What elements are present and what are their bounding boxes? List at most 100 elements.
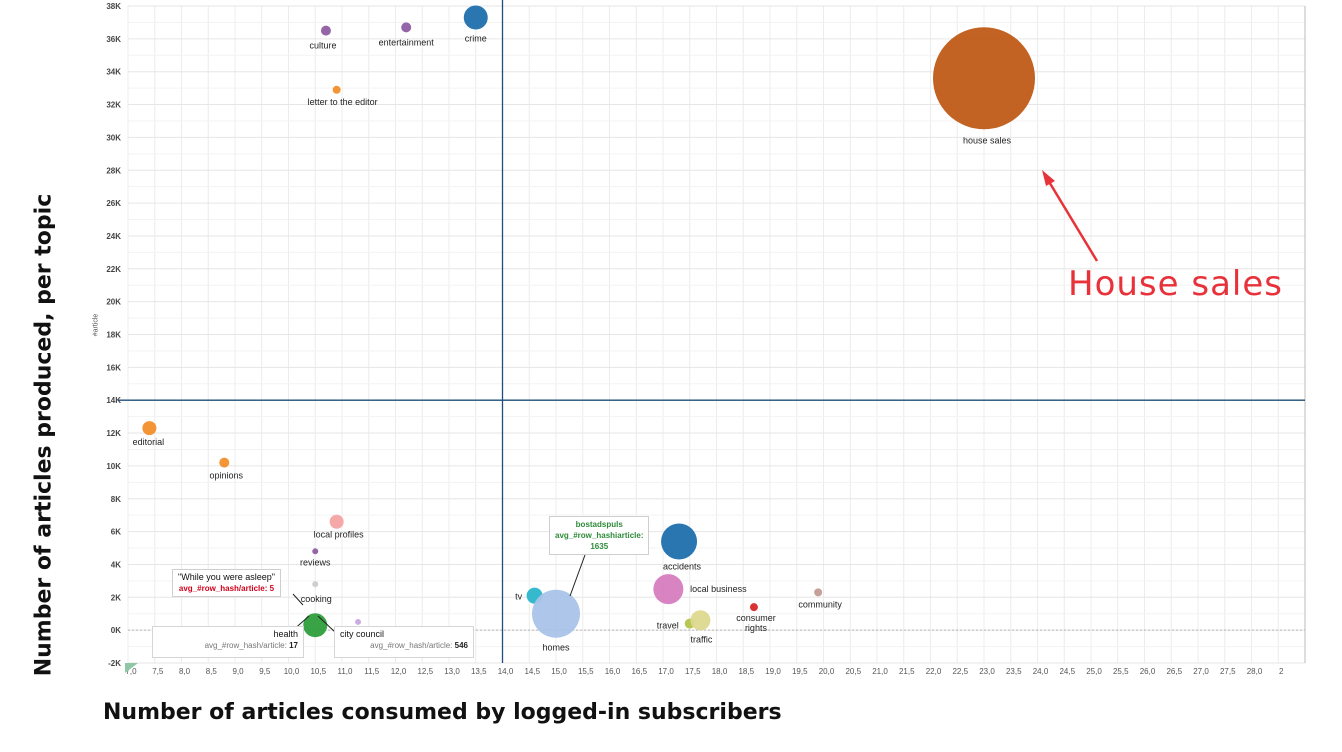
point-label: crime — [465, 33, 487, 43]
tooltip-pointer — [292, 593, 304, 606]
y-tick-label: 20K — [106, 298, 121, 307]
x-tick-label: 15,5 — [578, 667, 594, 676]
tooltip-key: avg_#row_hashiarticle: — [555, 531, 644, 540]
x-tick-label: 8,0 — [179, 667, 191, 676]
y-tick-label: 2K — [111, 593, 121, 602]
point-culture — [320, 25, 331, 36]
x-tick-label: 21,0 — [872, 667, 888, 676]
tooltip-key: avg_#row_hash/article: — [370, 641, 453, 650]
point-community — [814, 588, 823, 597]
x-tick-label: 19,5 — [792, 667, 808, 676]
point-cooking — [312, 581, 319, 588]
corner-marker — [125, 663, 138, 673]
x-tick-label: 10,0 — [284, 667, 300, 676]
point-label: local profiles — [314, 530, 365, 540]
x-tick-label: 20,5 — [845, 667, 861, 676]
point-health — [303, 613, 328, 638]
tooltip-while-you-were-asleep: "While you were asleep" avg_#row_hash/ar… — [172, 569, 281, 597]
y-tick-label: 32K — [106, 101, 121, 110]
point-consumer-rights — [749, 603, 758, 612]
x-tick-label: 15,0 — [551, 667, 567, 676]
x-tick-label: 9,0 — [232, 667, 244, 676]
point-county — [355, 618, 362, 625]
tooltip-pointer — [317, 615, 336, 633]
y-tick-label: 36K — [106, 35, 121, 44]
point-label: entertainment — [379, 37, 435, 47]
tooltip-value: 546 — [454, 641, 468, 650]
point-label: opinions — [210, 471, 244, 481]
x-axis-title: Number of articles consumed by logged-in… — [103, 700, 782, 725]
point-label: letter to the editor — [308, 97, 378, 107]
x-tick-label: 9,5 — [259, 667, 271, 676]
y-tick-label: 24K — [106, 232, 121, 241]
point-label: travel — [657, 621, 679, 631]
x-tick-label: 14,0 — [498, 667, 514, 676]
point-crime — [463, 5, 488, 30]
point-accidents — [661, 523, 698, 560]
point-label: culture — [309, 41, 336, 51]
point-editorial — [142, 421, 157, 436]
y-axis-title: Number of articles produced, per topic — [31, 193, 57, 677]
tooltip-pointer — [569, 554, 586, 597]
x-tick-label: 16,5 — [631, 667, 647, 676]
x-tick-label: 20,0 — [819, 667, 835, 676]
x-tick-label: 13,0 — [444, 667, 460, 676]
x-tick-label: 24,5 — [1059, 667, 1075, 676]
y-tick-label: 38K — [106, 2, 121, 11]
x-tick-label: 24,0 — [1033, 667, 1049, 676]
tooltip-value: avg_#row_hash/article: 5 — [178, 584, 275, 593]
x-tick-label: 13,5 — [471, 667, 487, 676]
tooltip-value: 17 — [289, 641, 298, 650]
point-letter-to-the-editor — [332, 85, 341, 94]
point-entertainment — [401, 22, 412, 33]
y-tick-label: 28K — [106, 166, 121, 175]
y-tick-label: 26K — [106, 199, 121, 208]
y-tick-label: 0K — [111, 626, 121, 635]
tooltip-city-council: city council avg_#row_hash/article: 546 — [334, 626, 474, 658]
tooltip-title: "While you were asleep" — [178, 572, 275, 582]
y-tick-label: 8K — [111, 495, 121, 504]
point-label: accidents — [663, 561, 702, 571]
y-tick-label: 34K — [106, 68, 121, 77]
point-label: cooking — [301, 594, 332, 604]
tooltip-title: health — [273, 629, 298, 639]
point-label: editorial — [133, 437, 165, 447]
x-tick-label: 26,0 — [1140, 667, 1156, 676]
x-tick-label: 12,0 — [391, 667, 407, 676]
x-tick-label: 7,5 — [152, 667, 164, 676]
x-tick-label: 10,5 — [310, 667, 326, 676]
x-tick-label: 22,0 — [926, 667, 942, 676]
x-tick-label: 25,5 — [1113, 667, 1129, 676]
point-label: consumer — [736, 613, 776, 623]
y-tick-label: 16K — [106, 363, 121, 372]
tooltip-health: health avg_#row_hash/article: 17 — [152, 626, 304, 658]
x-tick-label: 18,0 — [712, 667, 728, 676]
y-tick-label: 30K — [106, 133, 121, 142]
y-tick-label: 10K — [106, 462, 121, 471]
y-tick-label: 12K — [106, 429, 121, 438]
point-label: tv — [515, 592, 523, 602]
x-tick-label: 17,0 — [658, 667, 674, 676]
y-tick-label: 14K — [106, 396, 121, 405]
x-tick-label: 21,5 — [899, 667, 915, 676]
point-reviews — [312, 548, 319, 555]
y-tick-label: 18K — [106, 331, 121, 340]
point-label: rights — [745, 623, 768, 633]
x-tick-label: 23,0 — [979, 667, 995, 676]
tooltip-value: 1635 — [590, 542, 609, 551]
x-tick-label: 8,5 — [206, 667, 218, 676]
x-tick-label: 23,5 — [1006, 667, 1022, 676]
x-tick-label: 26,5 — [1166, 667, 1182, 676]
x-tick-label: 22,5 — [952, 667, 968, 676]
y-tick-label: 6K — [111, 528, 121, 537]
tooltip-bostadspuls: bostadspuls avg_#row_hashiarticle: 1635 — [549, 516, 650, 555]
y-tick-label: 4K — [111, 560, 121, 569]
x-tick-label: 16,0 — [605, 667, 621, 676]
x-tick-label: 11,0 — [338, 667, 354, 676]
x-tick-label: 27,5 — [1220, 667, 1236, 676]
point-label: community — [798, 599, 842, 609]
x-tick-label: 7,0 — [125, 667, 137, 676]
point-local-business — [653, 574, 684, 605]
tooltip-title: city council — [340, 629, 385, 639]
